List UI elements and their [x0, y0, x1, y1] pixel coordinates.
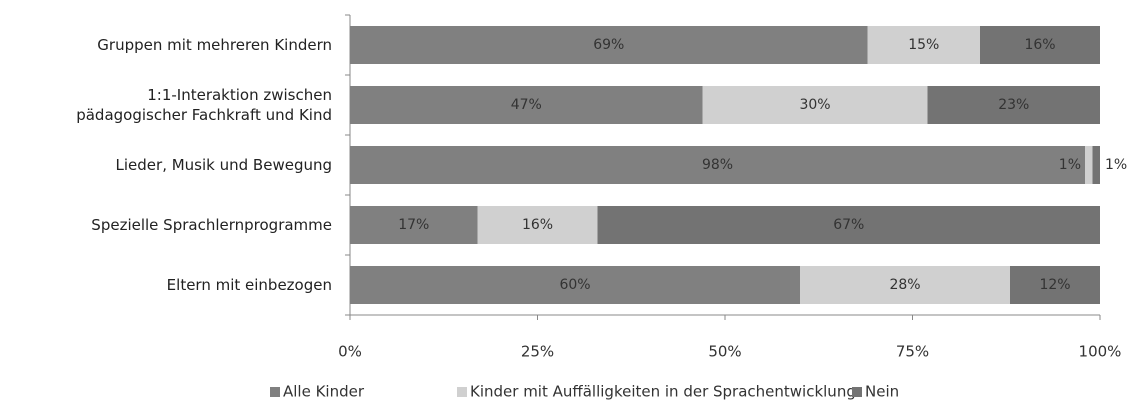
data-label: 23% — [998, 97, 1029, 113]
data-label: 47% — [511, 97, 542, 113]
x-tick-label: 0% — [338, 343, 362, 361]
data-label: 12% — [1039, 277, 1070, 293]
data-label: 17% — [398, 217, 429, 233]
data-label: 98% — [702, 157, 733, 173]
data-label: 15% — [908, 37, 939, 53]
data-label: 16% — [1024, 37, 1055, 53]
legend-label: Nein — [865, 383, 899, 401]
bar-segment — [980, 26, 1100, 64]
category-label: Lieder, Musik und Bewegung — [115, 156, 332, 174]
category-label: Gruppen mit mehreren Kindern — [97, 36, 332, 54]
bar-segment — [350, 146, 1085, 184]
bar-segment — [597, 206, 1100, 244]
data-label: 28% — [889, 277, 920, 293]
data-label: 1% — [1059, 157, 1081, 173]
bar-segment — [867, 26, 980, 64]
bar-segment — [477, 206, 598, 244]
data-label: 1% — [1105, 157, 1127, 173]
bar-segment — [350, 206, 478, 244]
category-label: Eltern mit einbezogen — [166, 276, 332, 294]
data-label: 16% — [522, 217, 553, 233]
legend-label: Kinder mit Auffälligkeiten in der Sprach… — [470, 383, 856, 401]
bar-segment — [702, 86, 928, 124]
legend-swatch — [270, 387, 280, 397]
x-tick-label: 100% — [1079, 343, 1122, 361]
x-tick-label: 25% — [521, 343, 554, 361]
x-tick-label: 75% — [896, 343, 929, 361]
bar-segment — [350, 26, 868, 64]
bar-segment — [1092, 146, 1100, 184]
data-label: 67% — [833, 217, 864, 233]
x-tick-label: 50% — [708, 343, 741, 361]
bar-segment — [350, 86, 703, 124]
category-label: 1:1-Interaktion zwischen pädagogischer F… — [76, 86, 332, 124]
category-label: Spezielle Sprachlernprogramme — [91, 216, 332, 234]
bar-segment — [1010, 266, 1100, 304]
bar-segment — [1085, 146, 1093, 184]
bar-segment — [350, 266, 800, 304]
legend-label: Alle Kinder — [283, 383, 365, 401]
data-label: 30% — [799, 97, 830, 113]
legend-swatch — [457, 387, 467, 397]
legend-swatch — [852, 387, 862, 397]
bar-segment — [927, 86, 1100, 124]
data-label: 69% — [593, 37, 624, 53]
data-label: 60% — [559, 277, 590, 293]
bar-segment — [800, 266, 1010, 304]
